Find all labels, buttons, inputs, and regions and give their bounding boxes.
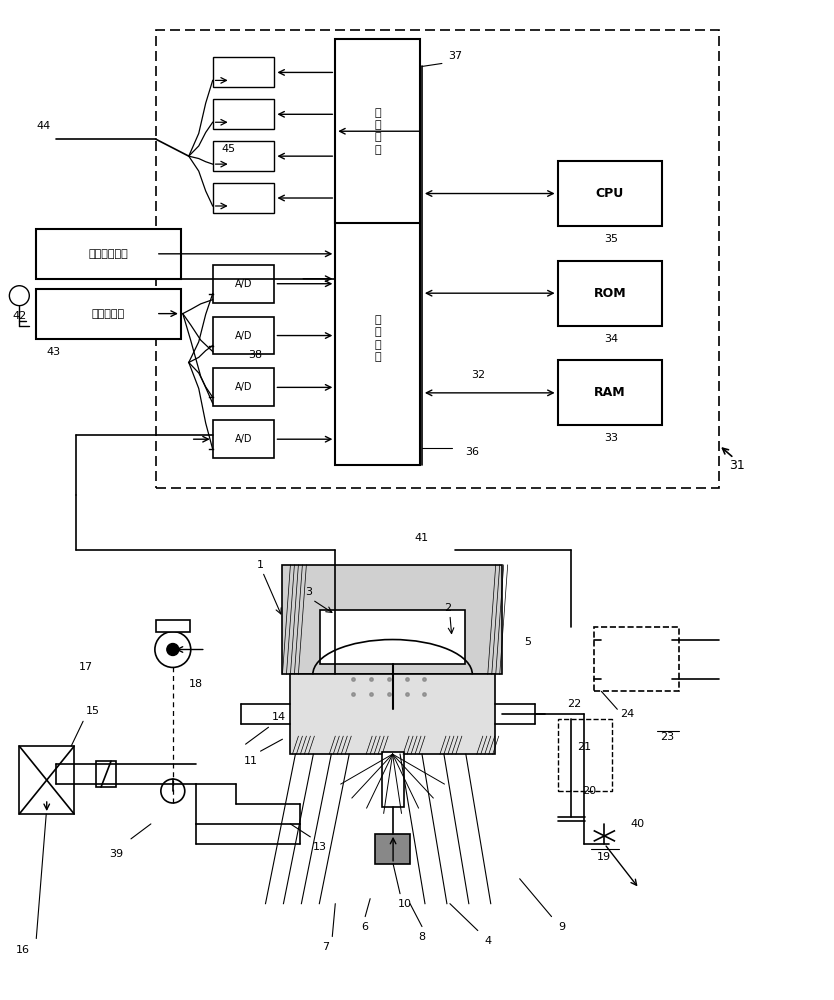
Text: 41: 41 (415, 533, 429, 543)
Bar (335, 39, 420, 223)
Text: 口
端
入
輸: 口 端 入 輸 (374, 315, 381, 362)
Bar (595, 627, 679, 691)
Text: A/D: A/D (235, 382, 253, 392)
Text: 4: 4 (485, 936, 491, 946)
Bar (19, 746, 74, 814)
Bar (558, 261, 662, 326)
Bar (213, 99, 274, 129)
Text: 19: 19 (597, 852, 611, 862)
Text: 5: 5 (524, 637, 531, 647)
Text: 20: 20 (582, 786, 596, 796)
Bar (213, 183, 274, 213)
Bar (156, 30, 719, 488)
Text: 11: 11 (244, 756, 258, 766)
Bar (213, 317, 274, 354)
Text: 21: 21 (577, 742, 591, 752)
Text: 2: 2 (445, 603, 451, 613)
Text: CPU: CPU (595, 187, 624, 200)
Text: 9: 9 (558, 922, 565, 932)
Bar (558, 360, 662, 425)
Bar (213, 141, 274, 171)
Text: 37: 37 (448, 51, 462, 61)
Text: 32: 32 (470, 370, 485, 380)
Text: 曲柄角传感器: 曲柄角传感器 (88, 249, 128, 259)
Text: 18: 18 (188, 679, 203, 689)
Text: A/D: A/D (235, 279, 253, 289)
Text: 39: 39 (109, 849, 123, 859)
Text: 17: 17 (79, 662, 93, 672)
Text: 3: 3 (305, 587, 312, 597)
Text: 36: 36 (465, 447, 479, 457)
Bar (36, 229, 181, 279)
Text: 45: 45 (222, 144, 236, 154)
Text: 1: 1 (257, 560, 264, 570)
Text: 34: 34 (605, 334, 619, 344)
Text: A/D: A/D (235, 434, 253, 444)
Text: 15: 15 (86, 706, 100, 716)
Text: ROM: ROM (594, 287, 626, 300)
Text: 22: 22 (567, 699, 581, 709)
Bar (382, 752, 404, 807)
Bar (375, 834, 410, 864)
Text: 42: 42 (13, 311, 27, 321)
Text: 44: 44 (36, 121, 50, 131)
Text: 43: 43 (46, 347, 60, 357)
Bar (213, 57, 274, 87)
Bar (36, 289, 181, 339)
Text: A/D: A/D (235, 331, 253, 341)
Text: 38: 38 (249, 350, 263, 360)
Bar (156, 620, 190, 632)
Bar (213, 420, 274, 458)
Bar (290, 674, 495, 754)
Text: 7: 7 (322, 942, 329, 952)
Text: 10: 10 (398, 899, 412, 909)
Bar (558, 719, 612, 791)
Circle shape (388, 719, 398, 729)
Circle shape (167, 644, 178, 655)
Text: 14: 14 (271, 712, 285, 722)
Text: 8: 8 (419, 932, 425, 942)
Text: 口
端
出
輸: 口 端 出 輸 (374, 108, 381, 155)
Text: RAM: RAM (594, 386, 626, 399)
Bar (213, 265, 274, 303)
Text: 31: 31 (729, 459, 745, 472)
Bar (558, 161, 662, 226)
Bar (213, 368, 274, 406)
Bar (96, 761, 116, 787)
Text: 6: 6 (362, 922, 369, 932)
Bar (335, 211, 420, 465)
Bar (283, 565, 502, 674)
Text: 23: 23 (660, 732, 674, 742)
Text: 负荷传感器: 负荷传感器 (92, 309, 125, 319)
Text: 35: 35 (605, 234, 618, 244)
Text: 24: 24 (620, 709, 635, 719)
Text: 40: 40 (631, 819, 645, 829)
Text: 33: 33 (605, 433, 618, 443)
Text: 13: 13 (314, 842, 327, 852)
Bar (320, 610, 465, 664)
Text: 16: 16 (17, 945, 30, 955)
